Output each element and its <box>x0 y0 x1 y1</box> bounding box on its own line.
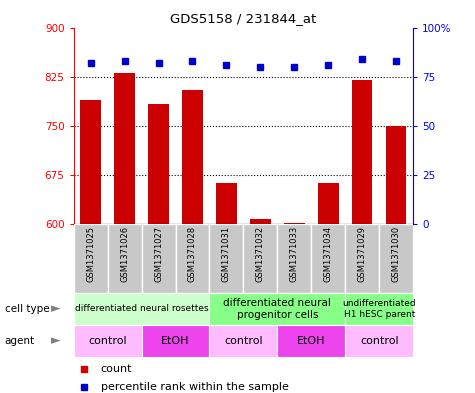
Bar <box>114 73 135 224</box>
Text: undifferentiated
H1 hESC parent: undifferentiated H1 hESC parent <box>342 299 416 319</box>
Text: ►: ► <box>51 334 61 348</box>
Bar <box>352 80 372 224</box>
Text: ►: ► <box>51 302 61 316</box>
FancyBboxPatch shape <box>243 224 277 293</box>
Text: GSM1371025: GSM1371025 <box>86 226 95 282</box>
Bar <box>386 126 407 224</box>
Text: EtOH: EtOH <box>161 336 190 346</box>
Text: control: control <box>224 336 263 346</box>
Text: GSM1371029: GSM1371029 <box>358 226 367 282</box>
Text: GSM1371033: GSM1371033 <box>290 226 299 282</box>
FancyBboxPatch shape <box>176 224 209 293</box>
FancyBboxPatch shape <box>209 224 243 293</box>
FancyBboxPatch shape <box>345 325 413 357</box>
Text: count: count <box>101 364 133 374</box>
Bar <box>80 99 101 224</box>
FancyBboxPatch shape <box>277 325 345 357</box>
FancyBboxPatch shape <box>107 224 142 293</box>
Text: agent: agent <box>5 336 35 346</box>
Text: differentiated neural rosettes: differentiated neural rosettes <box>75 305 209 313</box>
FancyBboxPatch shape <box>74 325 142 357</box>
Bar <box>318 183 339 224</box>
Text: control: control <box>360 336 399 346</box>
FancyBboxPatch shape <box>142 325 209 357</box>
Text: EtOH: EtOH <box>297 336 326 346</box>
FancyBboxPatch shape <box>74 224 107 293</box>
FancyBboxPatch shape <box>345 293 413 325</box>
FancyBboxPatch shape <box>379 224 413 293</box>
Text: control: control <box>88 336 127 346</box>
Bar <box>148 104 169 224</box>
Bar <box>250 219 271 224</box>
Text: differentiated neural
progenitor cells: differentiated neural progenitor cells <box>223 298 332 320</box>
Text: percentile rank within the sample: percentile rank within the sample <box>101 382 289 392</box>
Text: GSM1371032: GSM1371032 <box>256 226 265 282</box>
Text: GSM1371026: GSM1371026 <box>120 226 129 282</box>
FancyBboxPatch shape <box>277 224 312 293</box>
FancyBboxPatch shape <box>209 293 345 325</box>
Text: GSM1371034: GSM1371034 <box>324 226 333 282</box>
FancyBboxPatch shape <box>345 224 379 293</box>
Text: GSM1371030: GSM1371030 <box>392 226 401 282</box>
FancyBboxPatch shape <box>209 325 277 357</box>
Bar <box>182 90 203 224</box>
Text: GSM1371031: GSM1371031 <box>222 226 231 282</box>
Text: cell type: cell type <box>5 304 49 314</box>
FancyBboxPatch shape <box>74 293 209 325</box>
FancyBboxPatch shape <box>142 224 176 293</box>
Bar <box>284 223 304 224</box>
Text: GSM1371027: GSM1371027 <box>154 226 163 282</box>
FancyBboxPatch shape <box>312 224 345 293</box>
Text: GSM1371028: GSM1371028 <box>188 226 197 282</box>
Title: GDS5158 / 231844_at: GDS5158 / 231844_at <box>171 12 316 25</box>
Bar <box>216 183 237 224</box>
